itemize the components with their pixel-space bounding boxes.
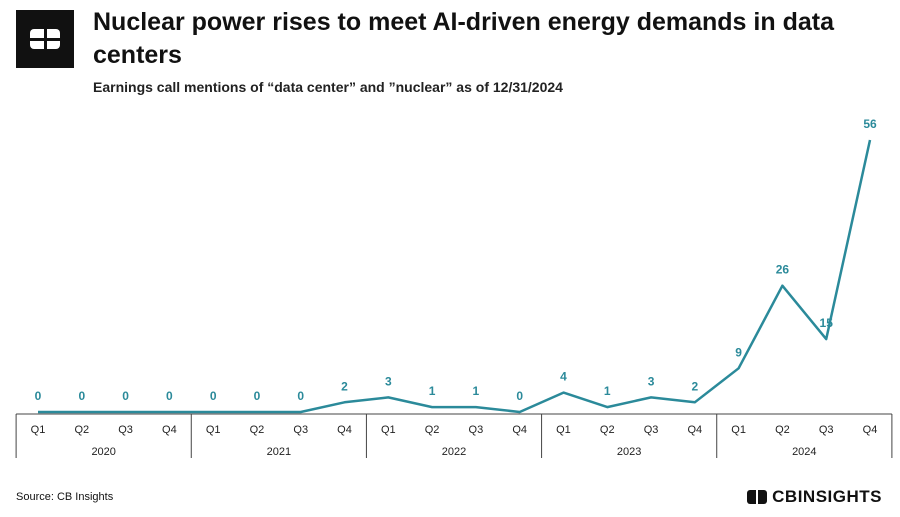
x-tick-label: Q3 — [118, 424, 133, 436]
year-label: 2022 — [442, 446, 466, 458]
x-tick-label: Q2 — [250, 424, 265, 436]
data-label: 0 — [210, 389, 217, 403]
x-tick-label: Q2 — [425, 424, 440, 436]
data-label: 0 — [35, 389, 42, 403]
data-label: 2 — [691, 379, 698, 393]
x-tick-label: Q3 — [644, 424, 659, 436]
data-label: 9 — [735, 345, 742, 359]
x-tick-label: Q1 — [206, 424, 221, 436]
data-label: 2 — [341, 379, 348, 393]
brand-icon — [747, 490, 767, 504]
year-label: 2021 — [267, 446, 291, 458]
x-tick-label: Q4 — [687, 424, 702, 436]
x-tick-label: Q3 — [819, 424, 834, 436]
data-label: 0 — [122, 389, 129, 403]
year-label: 2020 — [91, 446, 115, 458]
x-tick-label: Q2 — [74, 424, 89, 436]
x-tick-label: Q1 — [31, 424, 46, 436]
x-tick-label: Q4 — [337, 424, 352, 436]
data-label: 3 — [385, 374, 392, 388]
data-label: 26 — [776, 263, 790, 277]
series-line — [38, 140, 870, 412]
data-label: 0 — [166, 389, 173, 403]
brand-wordmark: CBINSIGHTS — [747, 487, 882, 507]
x-tick-label: Q4 — [512, 424, 527, 436]
data-label: 15 — [820, 316, 834, 330]
data-label: 56 — [863, 117, 877, 131]
source-note: Source: CB Insights — [16, 491, 113, 503]
data-label: 0 — [254, 389, 261, 403]
year-label: 2023 — [617, 446, 641, 458]
x-tick-label: Q1 — [556, 424, 571, 436]
x-tick-label: Q3 — [469, 424, 484, 436]
year-label: 2024 — [792, 446, 816, 458]
data-label: 0 — [516, 389, 523, 403]
x-tick-label: Q1 — [731, 424, 746, 436]
data-label: 4 — [560, 370, 567, 384]
data-label: 1 — [604, 384, 611, 398]
x-tick-label: Q2 — [600, 424, 615, 436]
x-tick-label: Q1 — [381, 424, 396, 436]
data-label: 1 — [429, 384, 436, 398]
x-tick-label: Q4 — [162, 424, 177, 436]
data-label: 0 — [78, 389, 85, 403]
data-label: 0 — [297, 389, 304, 403]
x-tick-label: Q3 — [293, 424, 308, 436]
brand-text: CBINSIGHTS — [772, 487, 882, 507]
x-tick-label: Q2 — [775, 424, 790, 436]
data-label: 1 — [473, 384, 480, 398]
x-tick-label: Q4 — [863, 424, 878, 436]
data-label: 3 — [648, 374, 655, 388]
